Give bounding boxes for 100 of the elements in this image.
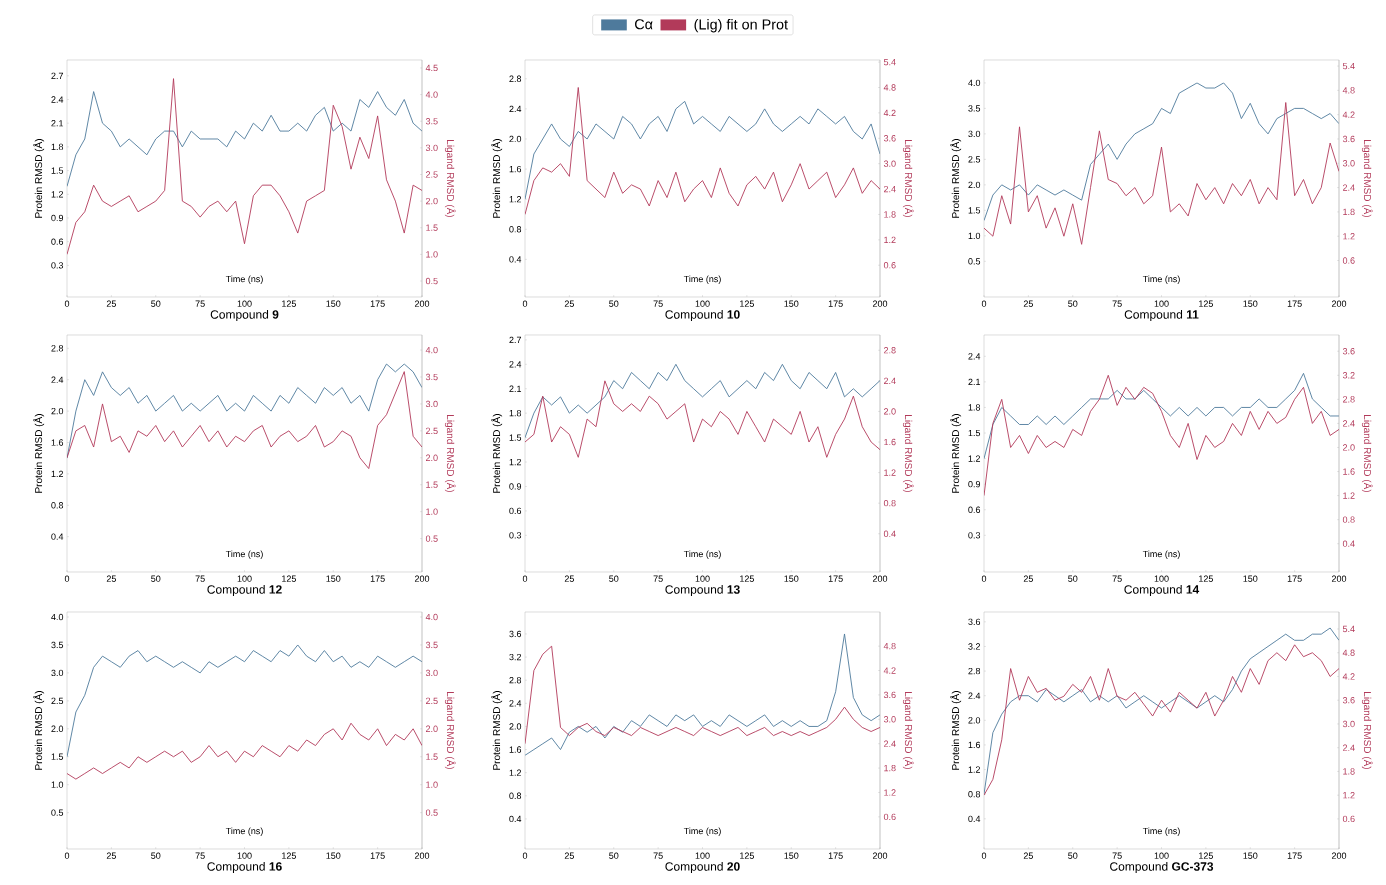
y-tick-label: 1.6 — [509, 165, 522, 173]
y-tick-label: 2.5 — [51, 697, 64, 705]
y2-tick-label: 3.0 — [425, 400, 438, 408]
x-tick-label: 100 — [695, 575, 710, 582]
y2-tick-label: 4.5 — [425, 64, 438, 72]
y2-axis-title: Ligand RMSD (Å) — [444, 415, 456, 493]
y2-tick-label: 0.6 — [883, 813, 896, 821]
y2-tick-label: 3.0 — [883, 716, 896, 723]
y-tick-label: 1.5 — [51, 753, 64, 760]
y2-tick-label: 5.4 — [1342, 62, 1355, 70]
y2-axis-title: Ligand RMSD (Å) — [1361, 692, 1373, 770]
y2-tick-label: 1.5 — [426, 224, 438, 231]
text: Compound 13 — [665, 584, 740, 597]
y-tick-label: 1.6 — [51, 439, 64, 446]
y-tick-label: 3.0 — [51, 669, 64, 677]
y-tick-label: 1.5 — [968, 429, 981, 437]
x-tick-label: 0 — [981, 852, 987, 859]
y2-tick-label: 3.2 — [1342, 372, 1355, 379]
x-tick-label: 150 — [326, 300, 341, 307]
y-tick-label: 2.0 — [509, 135, 522, 143]
x-tick-label: 125 — [1199, 852, 1214, 859]
x-tick-label: 175 — [370, 575, 385, 582]
y-tick-label: 1.8 — [968, 404, 981, 411]
y-tick-label: 2.7 — [51, 72, 64, 79]
y2-tick-label: 1.0 — [426, 508, 438, 515]
y2-tick-label: 2.0 — [426, 725, 438, 732]
y-tick-label: 1.8 — [509, 409, 522, 417]
y2-tick-label: 4.2 — [883, 109, 896, 117]
y-tick-label: 0.4 — [509, 256, 522, 263]
x-tick-label: 175 — [828, 575, 843, 582]
x-tick-label: 25 — [564, 852, 575, 859]
y2-tick-label: 0.6 — [1342, 815, 1355, 823]
x-axis-title: Time (ns) — [683, 827, 721, 836]
x-tick-label: 200 — [414, 300, 430, 307]
y2-tick-label: 1.8 — [884, 211, 896, 218]
y2-tick-label: 4.2 — [883, 667, 896, 674]
y2-axis-title: Ligand RMSD (Å) — [1361, 415, 1373, 493]
x-tick-label: 100 — [695, 300, 710, 307]
x-tick-label: 0 — [522, 300, 528, 307]
x-tick-label: 0 — [64, 300, 70, 307]
y2-axis-title: Ligand RMSD (Å) — [444, 692, 456, 770]
x-tick-label: 150 — [784, 852, 799, 859]
x-axis-title: Time (ns) — [1142, 550, 1180, 559]
y-tick-label: 1.2 — [968, 455, 981, 462]
y2-tick-label: 4.0 — [425, 613, 438, 621]
y2-tick-label: 3.5 — [425, 373, 438, 381]
legend-label: (Lig) fit on Prot — [694, 18, 788, 33]
y-tick-label: 2.8 — [509, 677, 522, 684]
y-tick-label: 1.2 — [968, 766, 981, 773]
y2-tick-label: 0.6 — [1342, 257, 1355, 264]
y2-tick-label: 2.5 — [426, 171, 438, 178]
y-tick-label: 1.6 — [968, 741, 981, 749]
x-tick-label: 200 — [872, 300, 888, 307]
text: Compound 14 — [1124, 584, 1200, 597]
x-tick-label: 200 — [872, 575, 888, 582]
x-tick-label: 25 — [106, 575, 117, 582]
y2-tick-label: 0.4 — [1342, 540, 1355, 547]
x-tick-label: 150 — [326, 852, 341, 859]
y2-tick-label: 3.6 — [883, 691, 896, 699]
x-tick-label: 50 — [609, 300, 619, 307]
y2-tick-label: 2.0 — [884, 408, 896, 415]
x-tick-label: 125 — [740, 852, 755, 859]
y2-tick-label: 3.5 — [425, 641, 438, 649]
x-tick-label: 175 — [370, 300, 385, 307]
y-tick-label: 2.7 — [509, 336, 522, 344]
y-tick-label: 3.2 — [968, 643, 981, 650]
x-tick-label: 25 — [1023, 852, 1034, 859]
x-tick-label: 75 — [653, 575, 663, 582]
x-tick-label: 200 — [872, 852, 888, 859]
y-tick-label: 2.4 — [51, 96, 64, 103]
x-tick-label: 50 — [1068, 300, 1078, 307]
text: Compound GC-373 — [1110, 861, 1214, 874]
y2-tick-label: 1.2 — [884, 469, 896, 476]
y-axis-title: Protein RMSD (Å) — [950, 691, 962, 770]
x-tick-label: 0 — [981, 300, 987, 307]
y-tick-label: 3.6 — [968, 618, 981, 626]
y-axis-title: Protein RMSD (Å) — [33, 414, 45, 493]
y-tick-label: 3.6 — [509, 630, 522, 638]
line-series — [525, 633, 881, 756]
x-tick-label: 150 — [1243, 300, 1258, 307]
y2-axis-title: Ligand RMSD (Å) — [902, 140, 914, 218]
x-tick-label: 75 — [195, 575, 205, 582]
y2-tick-label: 1.5 — [426, 753, 438, 760]
y2-tick-label: 1.2 — [884, 789, 896, 796]
y2-tick-label: 3.0 — [425, 669, 438, 677]
x-axis-title: Time (ns) — [225, 550, 263, 559]
x-tick-label: 150 — [326, 575, 341, 582]
x-tick-label: 150 — [1243, 852, 1258, 859]
line-series — [984, 102, 1340, 245]
y-tick-label: 1.2 — [51, 470, 64, 478]
x-tick-label: 25 — [564, 300, 575, 307]
x-tick-label: 0 — [64, 852, 70, 859]
y-tick-label: 3.2 — [509, 653, 522, 661]
y-tick-label: 0.8 — [509, 792, 522, 799]
y-tick-label: 0.9 — [968, 480, 981, 488]
y-tick-label: 2.0 — [51, 407, 64, 415]
x-tick-label: 175 — [370, 852, 385, 859]
y-axis-title: Protein RMSD (Å) — [950, 139, 962, 218]
x-axis-title: Time (ns) — [225, 275, 263, 284]
y-axis-title: Protein RMSD (Å) — [33, 691, 45, 770]
